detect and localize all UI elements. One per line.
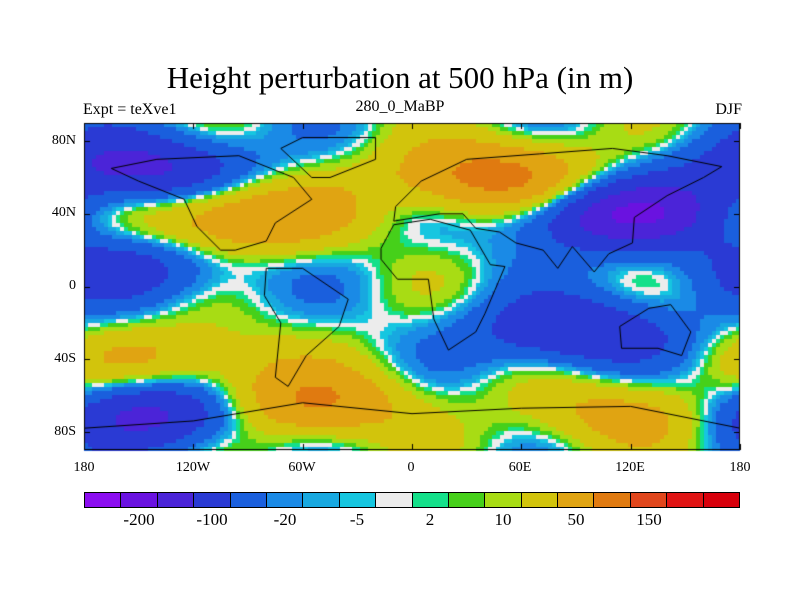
- period-label: 280_0_MaBP: [355, 98, 445, 115]
- colorbar-box: [121, 493, 158, 507]
- colorbar-box: [194, 493, 231, 507]
- colorbar-label: -20: [273, 510, 297, 529]
- season-label: DJF: [715, 101, 742, 118]
- x-tick-label: 120W: [175, 460, 211, 475]
- y-tick-label: 80N: [51, 133, 76, 148]
- colorbar: [84, 492, 740, 508]
- colorbar-box: [667, 493, 704, 507]
- y-tick-label: 0: [69, 278, 76, 293]
- colorbar-box: [594, 493, 631, 507]
- x-tick-label: 60W: [288, 460, 316, 475]
- colorbar-label: -200: [123, 510, 155, 529]
- colorbar-label: 150: [636, 510, 662, 529]
- colorbar-label: -100: [196, 510, 228, 529]
- colorbar-box: [521, 493, 559, 507]
- colorbar-box: [703, 493, 740, 507]
- colorbar-box: [376, 493, 413, 507]
- y-tick-label: 80S: [54, 424, 76, 439]
- x-tick-label: 180: [729, 460, 751, 475]
- chart-title: Height perturbation at 500 hPa (in m): [166, 60, 634, 95]
- colorbar-label: 2: [425, 510, 435, 529]
- colorbar-box: [85, 493, 122, 507]
- colorbar-box: [558, 493, 595, 507]
- colorbar-box: [339, 493, 377, 507]
- colorbar-box: [230, 493, 267, 507]
- colorbar-box: [157, 493, 195, 507]
- colorbar-box: [485, 493, 522, 507]
- colorbar-box: [303, 493, 340, 507]
- colorbar-box: [266, 493, 304, 507]
- colorbar-box: [630, 493, 668, 507]
- y-tick-label: 40N: [51, 205, 76, 220]
- x-tick-label: 60E: [508, 460, 532, 475]
- y-tick-label: 40S: [54, 351, 76, 366]
- x-tick-label: 0: [407, 460, 415, 475]
- x-tick-label: 120E: [615, 460, 645, 475]
- x-tick-label: 180: [73, 460, 95, 475]
- colorbar-box: [412, 493, 449, 507]
- colorbar-label: 50: [567, 510, 585, 529]
- experiment-label: Expt = teXve1: [83, 101, 177, 118]
- colorbar-label: -5: [349, 510, 365, 529]
- colorbar-box: [448, 493, 486, 507]
- colorbar-label: 10: [494, 510, 512, 529]
